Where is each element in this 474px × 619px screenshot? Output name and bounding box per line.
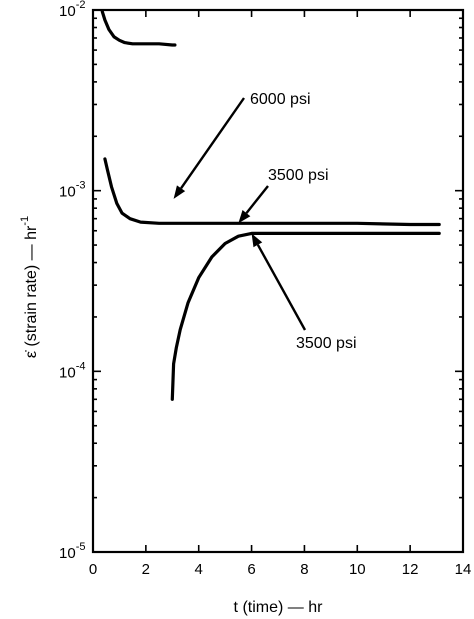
x-tick-label: 2 xyxy=(142,561,150,578)
y-tick-label-exponent: -3 xyxy=(76,180,86,192)
y-axis-title-text: ε̇ (strain rate) — hr xyxy=(23,225,40,358)
y-axis-title: ε̇ (strain rate) — hr-1 xyxy=(19,216,40,358)
x-tick-label: 8 xyxy=(300,561,308,578)
y-tick-label-base: 10 xyxy=(59,364,76,381)
annotation-label: 3500 psi xyxy=(268,167,329,184)
annotation-arrowhead xyxy=(251,233,263,248)
x-tick-labels: 0 2 4 6 8 10 12 14 xyxy=(89,561,472,578)
y-tick-label: 10-3 xyxy=(59,180,85,201)
y-axis-title-exponent: -1 xyxy=(19,216,31,226)
y-tick-label: 10-4 xyxy=(59,360,85,381)
annotation-arrowhead xyxy=(173,185,186,199)
series-line-2 xyxy=(170,231,441,401)
series-line-1 xyxy=(100,10,177,47)
y-tick-labels: 10-210-310-410-5 xyxy=(59,0,85,562)
plot-frame xyxy=(91,8,465,554)
annotation-arrowhead xyxy=(238,209,251,224)
y-tick-label-base: 10 xyxy=(59,545,76,562)
x-tick-label: 6 xyxy=(247,561,255,578)
annotations: 6000 psi 3500 psi 3500 psi xyxy=(173,91,357,352)
x-tick-label: 12 xyxy=(402,561,419,578)
annotation-arrow xyxy=(256,244,307,331)
x-axis-title: t (time) — hr xyxy=(234,599,324,616)
y-tick-label: 10-2 xyxy=(59,0,85,20)
data-series xyxy=(100,10,441,401)
y-tick-label: 10-5 xyxy=(59,541,85,562)
y-tick-label-exponent: -2 xyxy=(76,0,86,11)
annotation-label: 6000 psi xyxy=(250,91,311,108)
y-axis-title-group: ε̇ (strain rate) — hr-1 xyxy=(19,216,40,358)
y-tick-label-base: 10 xyxy=(59,184,76,201)
x-tick-label: 0 xyxy=(89,561,97,578)
x-tick-label: 14 xyxy=(455,561,472,578)
series-line-3 xyxy=(103,157,441,227)
annotation-arrow xyxy=(180,97,245,189)
y-tick-label-exponent: -5 xyxy=(76,541,86,553)
annotation-label: 3500 psi xyxy=(296,335,357,352)
annotation-arrow xyxy=(245,185,269,214)
y-tick-label-base: 10 xyxy=(59,3,76,20)
x-tick-label: 4 xyxy=(195,561,203,578)
y-tick-label-exponent: -4 xyxy=(76,360,86,372)
tick-marks xyxy=(92,9,464,553)
x-tick-label: 10 xyxy=(349,561,366,578)
